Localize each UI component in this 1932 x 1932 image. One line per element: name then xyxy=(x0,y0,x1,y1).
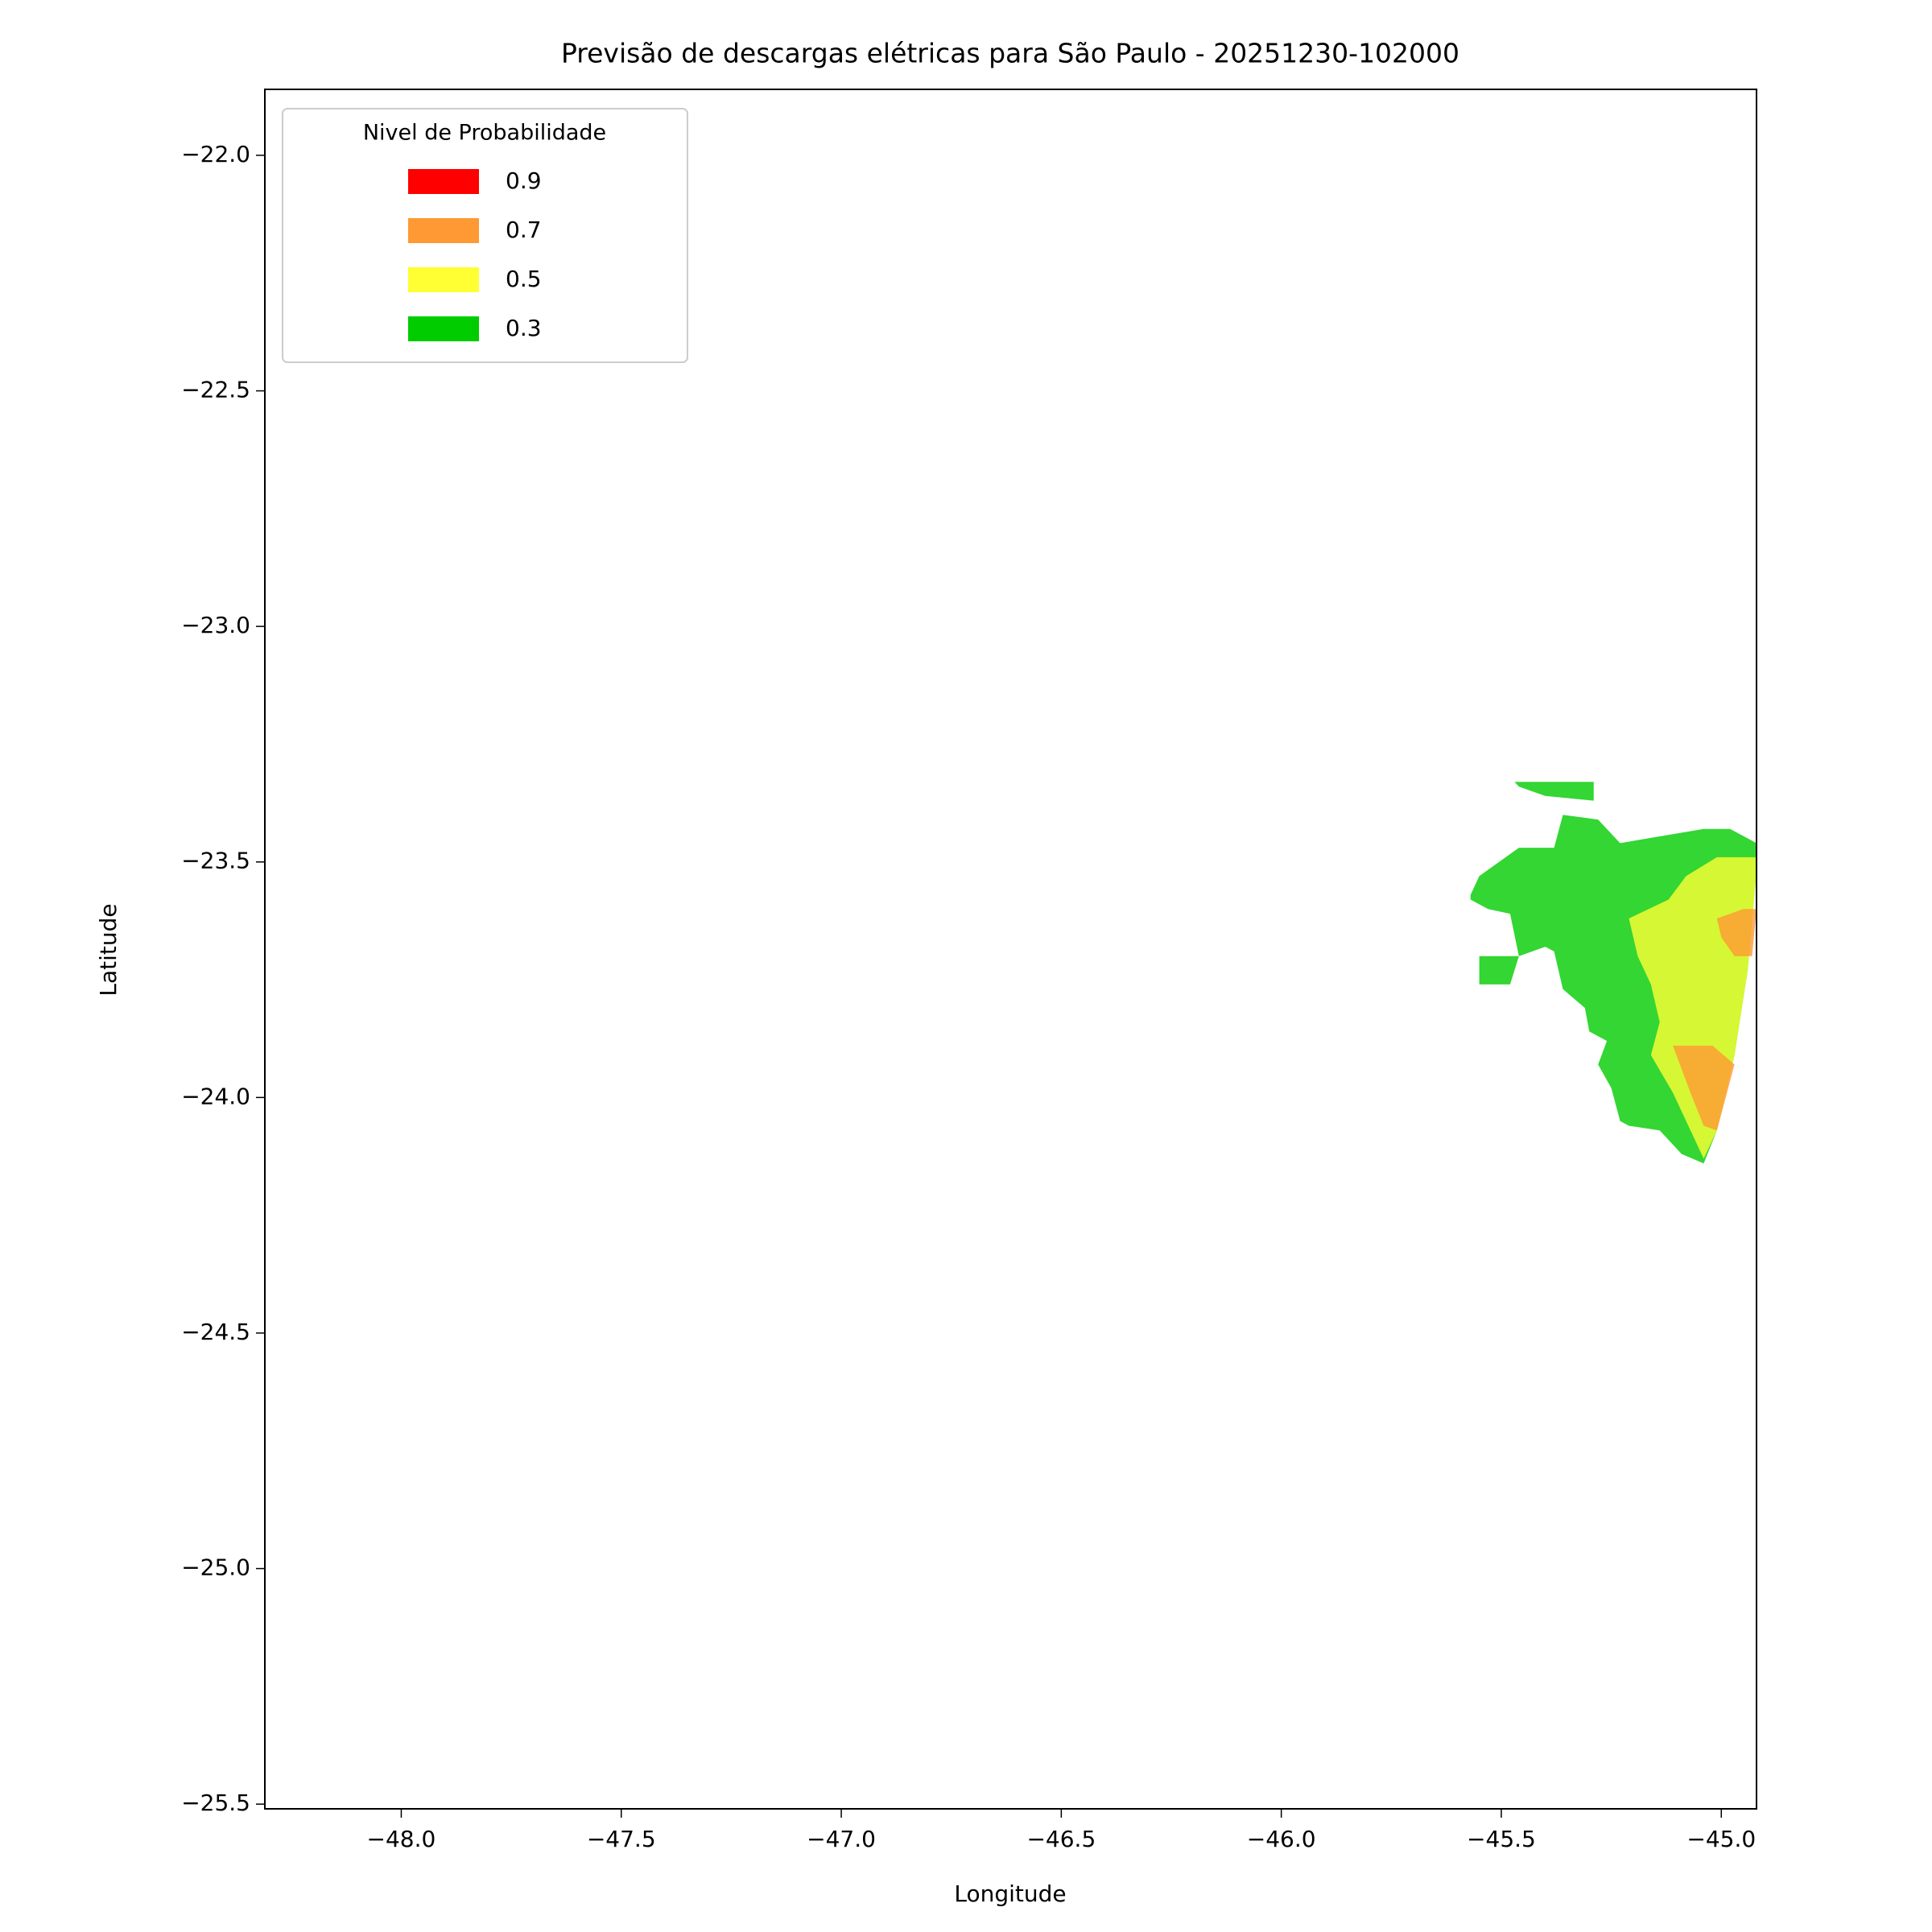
y-tick-label: −22.5 xyxy=(181,377,250,403)
y-tick-label: −24.0 xyxy=(181,1083,250,1109)
legend-label: 0.7 xyxy=(506,217,542,243)
contour-region xyxy=(1514,782,1594,801)
legend-label: 0.9 xyxy=(506,167,542,194)
legend-label: 0.5 xyxy=(506,266,542,292)
legend-label: 0.3 xyxy=(506,315,542,341)
x-tick-label: −46.0 xyxy=(1247,1826,1316,1852)
x-tick-label: −47.5 xyxy=(587,1826,656,1852)
legend-swatch xyxy=(408,169,479,194)
contour-region xyxy=(1673,1045,1735,1131)
x-tick-label: −46.5 xyxy=(1026,1826,1096,1852)
y-axis-label: Latitude xyxy=(95,903,122,996)
x-axis-label: Longitude xyxy=(954,1880,1066,1907)
y-tick-label: −23.0 xyxy=(181,612,250,638)
legend-swatch xyxy=(408,267,479,292)
y-tick-label: −24.5 xyxy=(181,1319,250,1345)
contour-layer xyxy=(1470,782,1757,1164)
x-tick-label: −45.5 xyxy=(1467,1826,1536,1852)
y-tick-label: −23.5 xyxy=(181,848,250,874)
contour-region xyxy=(1716,909,1757,956)
legend-swatch xyxy=(408,316,479,341)
y-tick-label: −25.5 xyxy=(181,1790,250,1816)
x-tick-label: −45.0 xyxy=(1686,1826,1756,1852)
x-tick-label: −48.0 xyxy=(367,1826,436,1852)
chart-title: Previsão de descargas elétricas para São… xyxy=(561,38,1459,69)
y-tick-label: −22.0 xyxy=(181,141,250,167)
y-tick-label: −25.0 xyxy=(181,1554,250,1581)
x-tick-label: −47.0 xyxy=(807,1826,876,1852)
legend-title: Nivel de Probabilidade xyxy=(363,121,606,146)
legend-swatch xyxy=(408,218,479,243)
legend-box xyxy=(282,108,688,363)
plot-frame xyxy=(264,89,1757,1810)
